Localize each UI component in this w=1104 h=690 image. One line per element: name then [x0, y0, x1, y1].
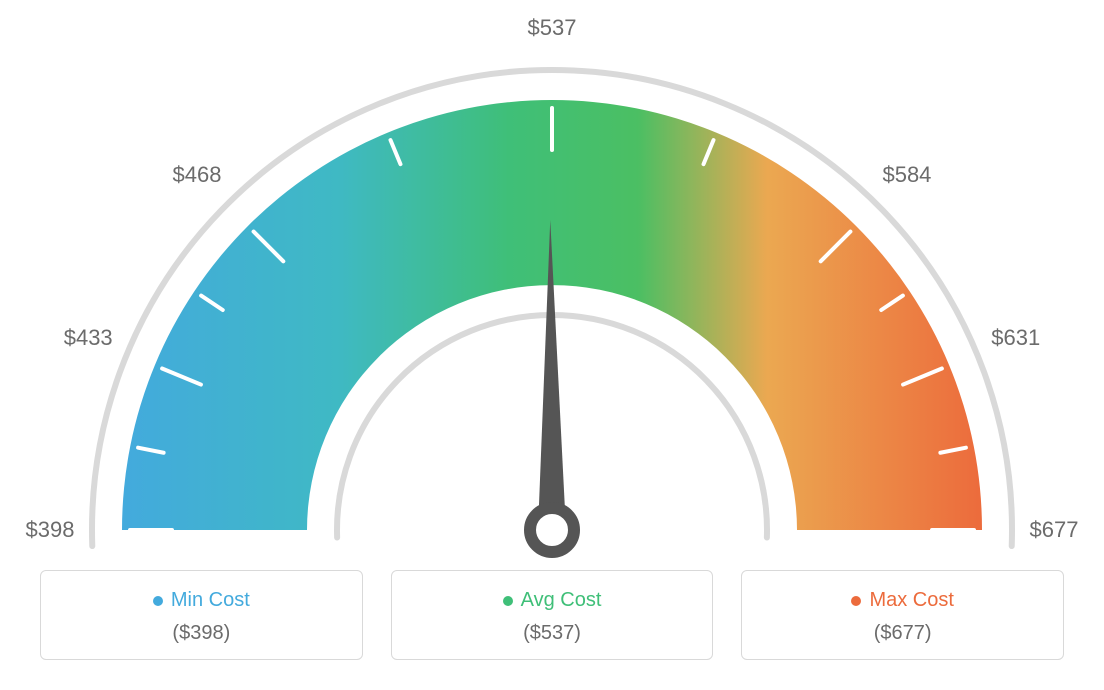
legend-card-avg: Avg Cost ($537): [391, 570, 714, 660]
legend-label-avg: Avg Cost: [521, 589, 602, 612]
gauge-tick-label: $468: [173, 162, 222, 188]
legend-title-max: Max Cost: [851, 589, 953, 612]
legend-row: Min Cost ($398) Avg Cost ($537) Max Cost…: [0, 570, 1104, 660]
legend-label-min: Min Cost: [171, 589, 250, 612]
gauge-tick-label: $677: [1030, 517, 1079, 543]
legend-title-avg: Avg Cost: [503, 589, 602, 612]
gauge-tick-label: $433: [64, 325, 113, 351]
legend-dot-avg: [503, 596, 513, 606]
legend-label-max: Max Cost: [869, 589, 953, 612]
legend-card-max: Max Cost ($677): [741, 570, 1064, 660]
gauge-tick-label: $631: [991, 325, 1040, 351]
legend-title-min: Min Cost: [153, 589, 250, 612]
legend-dot-min: [153, 596, 163, 606]
cost-gauge: $398 $433 $468 $537 $584 $631 $677: [0, 0, 1104, 560]
gauge-tick-label: $584: [882, 162, 931, 188]
legend-dot-max: [851, 596, 861, 606]
legend-value-avg: ($537): [402, 622, 703, 645]
legend-card-min: Min Cost ($398): [40, 570, 363, 660]
legend-value-max: ($677): [752, 622, 1053, 645]
legend-value-min: ($398): [51, 622, 352, 645]
gauge-tick-label: $398: [26, 517, 75, 543]
gauge-svg: [0, 0, 1104, 560]
gauge-tick-label: $537: [528, 15, 577, 41]
